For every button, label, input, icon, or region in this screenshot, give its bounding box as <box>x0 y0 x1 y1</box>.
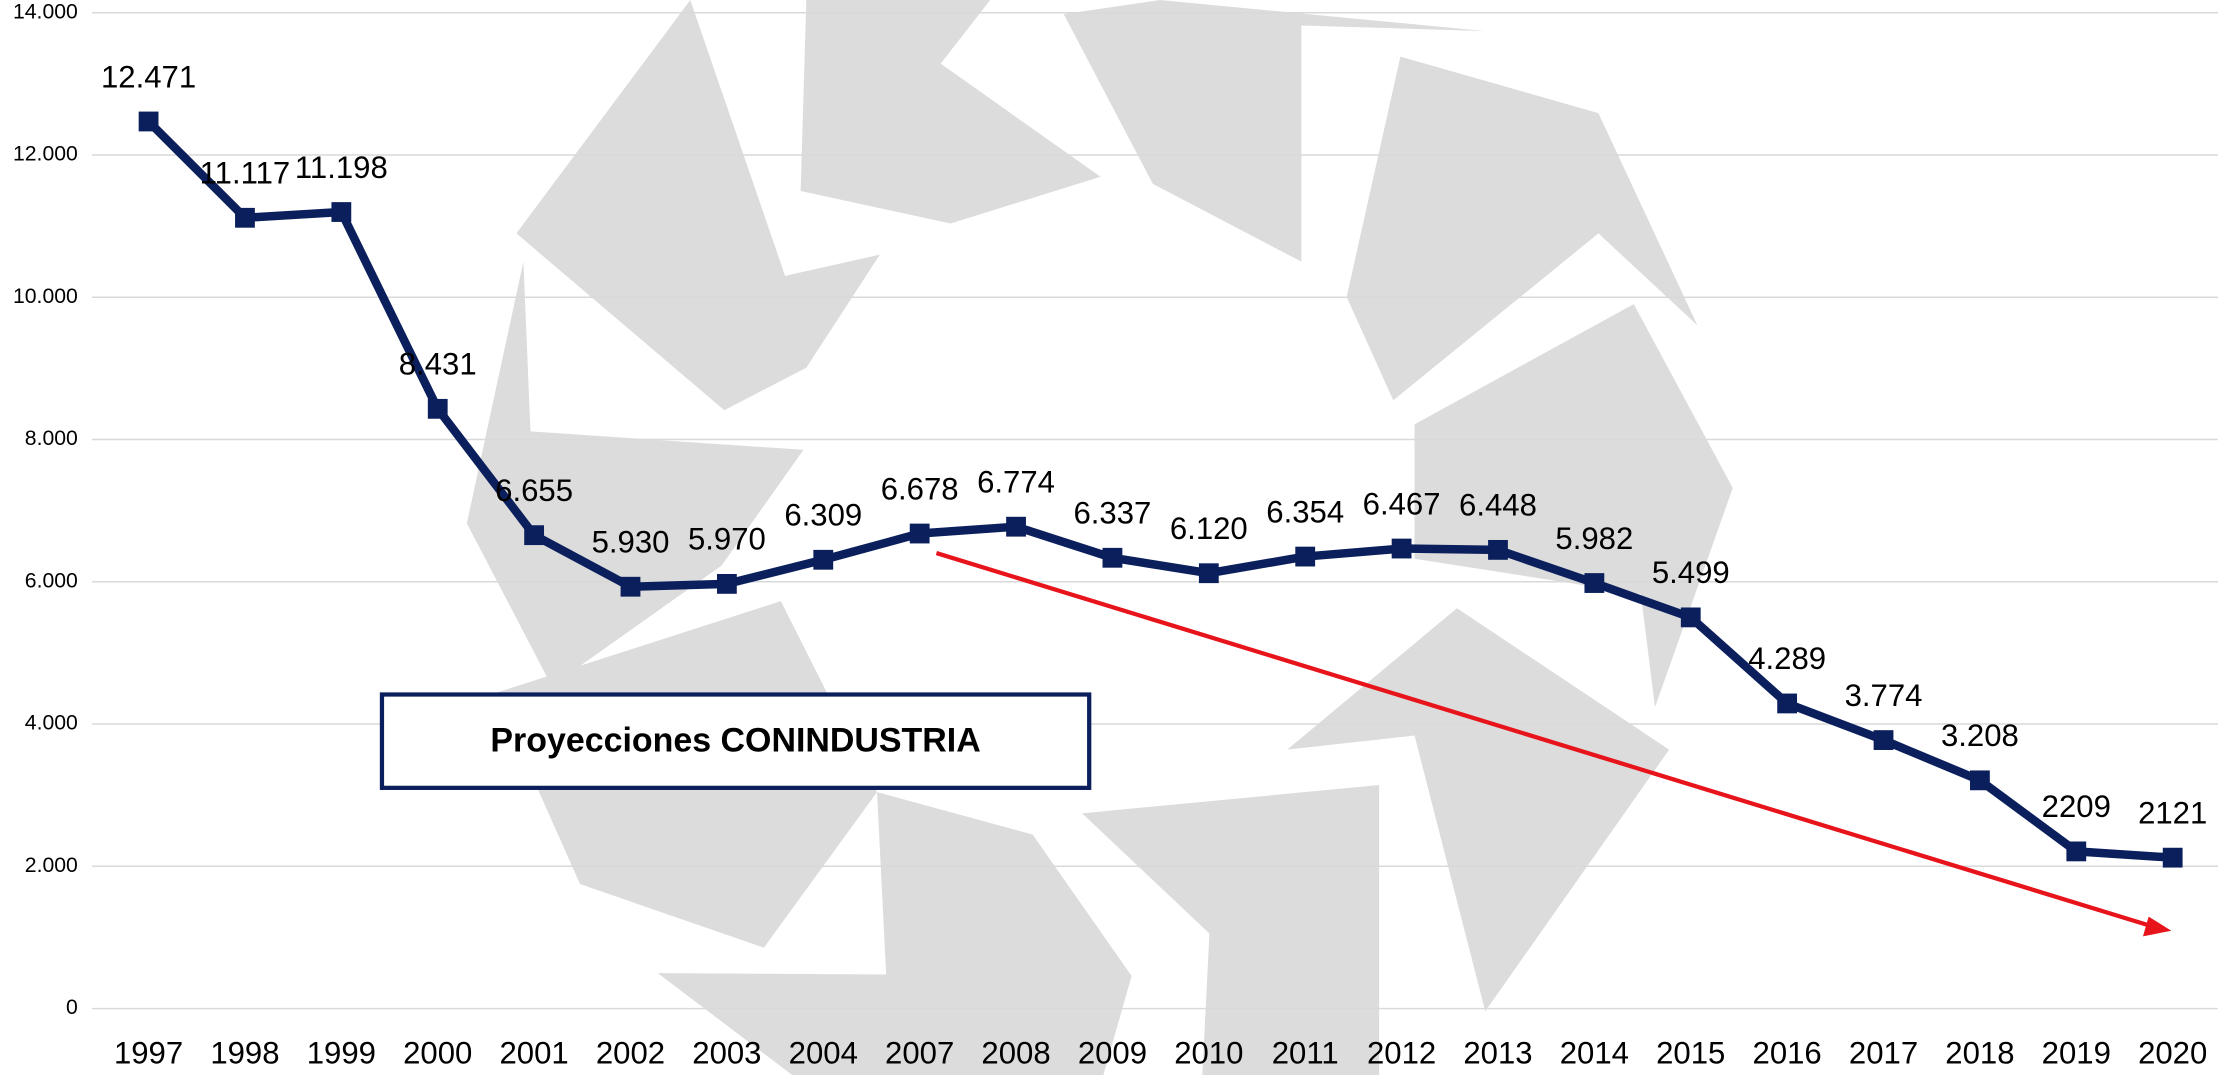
data-label: 11.117 <box>200 156 291 191</box>
y-tick-label: 2.000 <box>25 854 78 877</box>
data-label: 2209 <box>2042 789 2111 824</box>
x-tick-label: 1998 <box>210 1035 279 1070</box>
y-tick-label: 12.000 <box>13 143 78 166</box>
y-tick-label: 4.000 <box>25 712 78 735</box>
data-label: 6.337 <box>1074 496 1152 531</box>
x-tick-label: 2017 <box>1849 1035 1918 1070</box>
x-tick-label: 2011 <box>1272 1035 1339 1070</box>
marker <box>2066 841 2086 861</box>
x-tick-label: 2012 <box>1367 1035 1436 1070</box>
data-label: 12.471 <box>101 59 196 94</box>
data-label: 6.655 <box>495 473 573 508</box>
marker <box>1584 573 1604 593</box>
marker <box>1006 517 1026 537</box>
data-label: 6.448 <box>1459 488 1537 523</box>
marker <box>1295 547 1315 567</box>
x-tick-label: 2015 <box>1656 1035 1725 1070</box>
marker <box>1970 770 1990 790</box>
y-tick-label: 8.000 <box>25 427 78 450</box>
x-tick-label: 1999 <box>307 1035 376 1070</box>
x-tick-label: 2008 <box>981 1035 1050 1070</box>
trend-arrow-head <box>2143 917 2171 937</box>
data-label: 5.982 <box>1555 521 1633 556</box>
x-tick-label: 2010 <box>1174 1035 1243 1070</box>
data-label: 5.930 <box>592 525 670 560</box>
marker <box>331 202 351 222</box>
marker <box>524 525 544 545</box>
x-tick-label: 2007 <box>885 1035 954 1070</box>
data-label: 6.354 <box>1266 494 1344 529</box>
data-label: 6.774 <box>977 464 1055 499</box>
y-tick-label: 0 <box>66 996 78 1019</box>
data-label: 8.431 <box>399 347 477 382</box>
data-label: 2121 <box>2138 795 2207 830</box>
marker <box>621 577 641 597</box>
marker <box>910 524 930 544</box>
marker <box>2163 848 2183 868</box>
annotation: Proyecciones CONINDUSTRIA <box>490 722 980 760</box>
data-label: 3.774 <box>1845 678 1923 713</box>
x-tick-label: 2019 <box>2042 1035 2111 1070</box>
y-tick-label: 14.000 <box>13 0 78 23</box>
marker <box>717 574 737 594</box>
marker <box>1103 548 1123 568</box>
marker <box>428 399 448 419</box>
marker <box>1488 540 1508 560</box>
y-tick-label: 6.000 <box>25 569 78 592</box>
x-tick-label: 2020 <box>2138 1035 2207 1070</box>
x-tick-label: 2013 <box>1463 1035 1532 1070</box>
x-tick-label: 2001 <box>500 1035 569 1070</box>
x-tick-label: 2000 <box>403 1035 472 1070</box>
marker <box>235 208 255 228</box>
marker <box>813 550 833 570</box>
x-tick-label: 2002 <box>596 1035 665 1070</box>
data-label: 4.289 <box>1748 641 1826 676</box>
x-tick-label: 2003 <box>692 1035 761 1070</box>
data-label: 11.198 <box>295 150 388 185</box>
data-label: 5.499 <box>1652 555 1730 590</box>
marker <box>1392 539 1412 559</box>
marker <box>139 112 159 132</box>
chart: 0 2.000 4.000 6.000 8.000 10.000 12.000 14.000 1… <box>0 0 2218 1075</box>
marker <box>1874 730 1894 750</box>
y-tick-label: 10.000 <box>13 285 78 308</box>
data-label: 5.970 <box>688 522 766 557</box>
x-tick-label: 1997 <box>114 1035 183 1070</box>
data-label: 6.120 <box>1170 511 1248 546</box>
page: {"chart_data": {"type": "line", "categor… <box>0 0 2218 1075</box>
data-label: 6.467 <box>1363 486 1441 521</box>
marker <box>1777 694 1797 714</box>
x-tick-label: 2016 <box>1753 1035 1822 1070</box>
data-label: 6.309 <box>784 498 862 533</box>
x-tick-label: 2004 <box>789 1035 858 1070</box>
marker <box>1199 563 1219 583</box>
marker <box>1681 607 1701 627</box>
x-tick-label: 2018 <box>1945 1035 2014 1070</box>
x-tick-label: 2014 <box>1560 1035 1629 1070</box>
x-tick-label: 2009 <box>1078 1035 1147 1070</box>
data-label: 3.208 <box>1941 718 2019 753</box>
data-label: 6.678 <box>881 471 959 506</box>
